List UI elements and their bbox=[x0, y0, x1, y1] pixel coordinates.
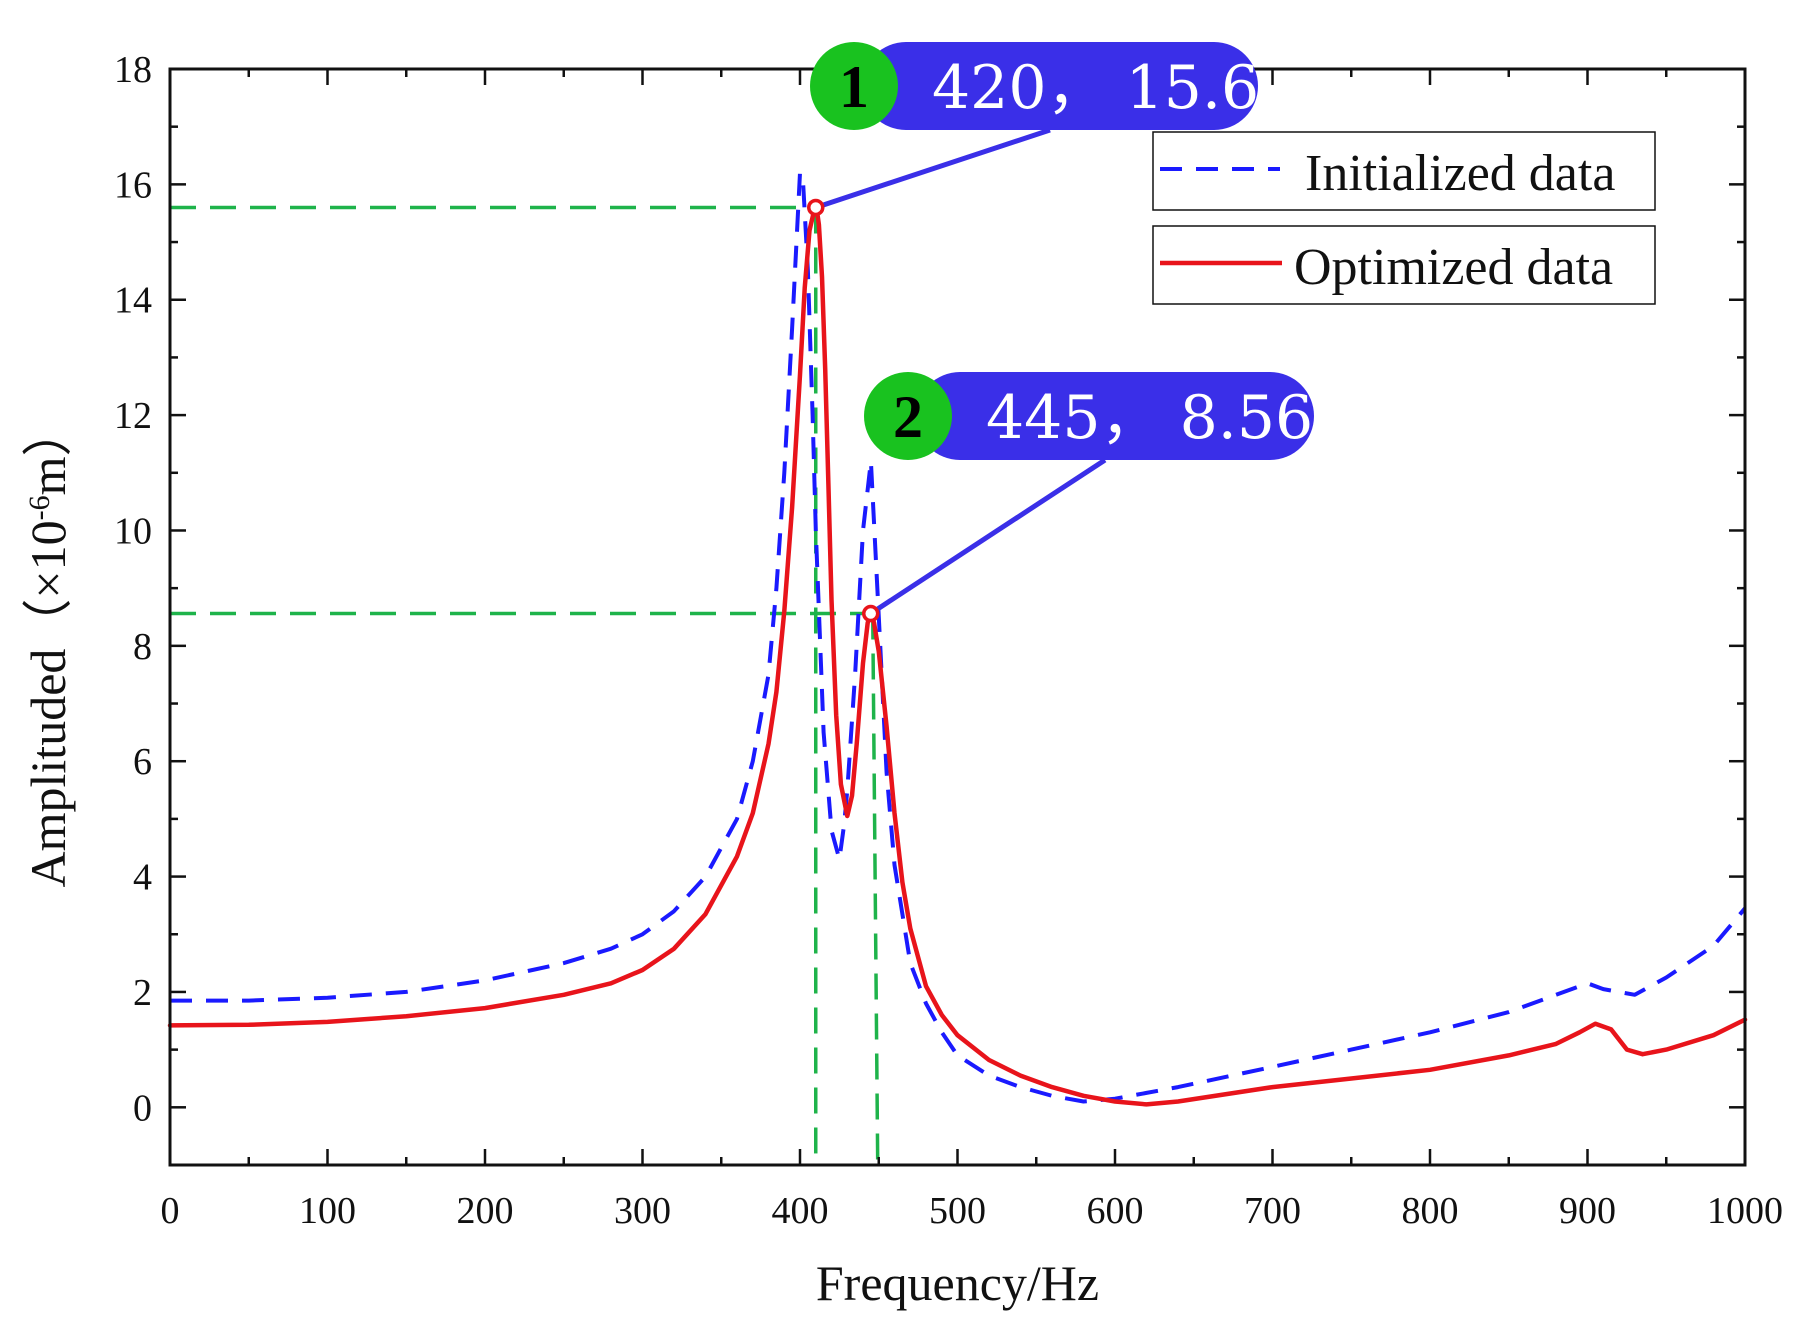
y-tick-label: 2 bbox=[133, 972, 152, 1014]
y-axis-title-unit: m） bbox=[20, 407, 76, 496]
callout-marker-2 bbox=[861, 604, 880, 623]
x-tick-label: 200 bbox=[457, 1190, 514, 1232]
callout-box-2 bbox=[916, 372, 1314, 460]
legend-label-initialized: Initialized data bbox=[1305, 145, 1615, 202]
callout-leader-2 bbox=[869, 457, 1107, 616]
y-tick-label: 16 bbox=[114, 164, 152, 206]
ticks-layer: 0 100 200 300 400 500 600 700 800 900 1000 0 2 4 6 8 10 1… bbox=[114, 49, 1783, 1232]
x-tick-label: 700 bbox=[1244, 1190, 1301, 1232]
callout-badge-1 bbox=[810, 42, 898, 130]
legend-label-optimized: Optimized data bbox=[1294, 239, 1613, 296]
x-tick-label: 1000 bbox=[1707, 1190, 1783, 1232]
annotation-layer: 420， 15.6 1 445， 8.56 2 bbox=[807, 42, 1314, 623]
callout-box-1 bbox=[862, 42, 1258, 130]
y-tick-label: 0 bbox=[133, 1087, 152, 1129]
y-tick-label: 10 bbox=[114, 510, 152, 552]
y-axis-title-exponent: -6 bbox=[23, 495, 56, 520]
callout-marker-1 bbox=[807, 198, 825, 217]
series-layer bbox=[167, 170, 1748, 1107]
guide-lines-layer bbox=[170, 205, 880, 1166]
callout-badge-number-2: 2 bbox=[893, 384, 923, 450]
callout-text-1: 420， 15.6 bbox=[932, 53, 1259, 123]
y-tick-label: 12 bbox=[114, 395, 152, 437]
guide-vertical-2 bbox=[870, 613, 880, 1166]
x-tick-label: 600 bbox=[1087, 1190, 1144, 1232]
y-axis-title: Amplituded（×10-6m） bbox=[20, 407, 76, 888]
legend: Initialized data Optimized data bbox=[1152, 131, 1656, 305]
series-optimized-line bbox=[167, 205, 1748, 1107]
y-axis-title-main: Amplituded（×10 bbox=[20, 520, 76, 887]
x-tick-label: 500 bbox=[929, 1190, 986, 1232]
x-tick-label: 100 bbox=[299, 1190, 356, 1232]
series-initialized-line bbox=[170, 170, 1747, 1104]
x-tick-label: 300 bbox=[614, 1190, 671, 1232]
y-tick-label: 8 bbox=[133, 626, 152, 668]
callout-text-2: 445， 8.56 bbox=[986, 383, 1313, 453]
x-axis-title: Frequency/Hz bbox=[816, 1255, 1099, 1311]
callout-leader-1 bbox=[814, 127, 1051, 210]
x-tick-label: 900 bbox=[1559, 1190, 1616, 1232]
x-tick-label: 400 bbox=[772, 1190, 829, 1232]
callout-badge-2 bbox=[864, 372, 952, 460]
y-tick-label: 14 bbox=[114, 280, 152, 322]
y-tick-label: 4 bbox=[133, 857, 152, 899]
x-tick-label: 0 bbox=[161, 1190, 180, 1232]
y-tick-label: 6 bbox=[133, 741, 152, 783]
x-tick-label: 800 bbox=[1402, 1190, 1459, 1232]
callout-badge-number-1: 1 bbox=[839, 54, 869, 120]
y-tick-label: 18 bbox=[114, 49, 152, 91]
